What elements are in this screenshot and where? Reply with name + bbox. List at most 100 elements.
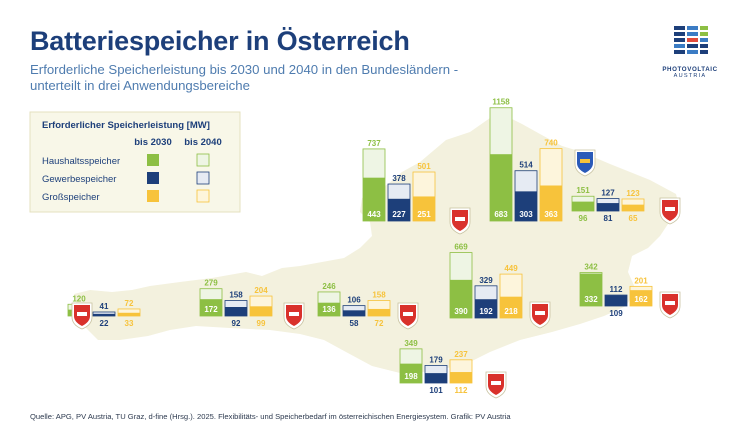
bar-tirol-household-2030 <box>200 299 222 316</box>
bar-steiermark-commercial-2030 <box>475 299 497 318</box>
label-kaernten-grid-2030: 112 <box>455 386 468 395</box>
legend-row-household: Haushaltsspeicher <box>42 156 120 167</box>
burgenland-coat-of-arms-icon <box>659 291 681 319</box>
region-tirol: 279 172 158 92 204 99 <box>199 279 273 328</box>
chart-title: Batteriespeicher in Österreich <box>30 26 410 56</box>
label-burgenland-grid-2030: 162 <box>634 295 648 304</box>
chart-subtitle-line-1: Erforderliche Speicherleistung bis 2030 … <box>30 62 459 77</box>
legend-col-2040: bis 2040 <box>184 137 222 148</box>
label-wien-household-2040: 151 <box>576 186 590 195</box>
legend-swatch-household-2030 <box>147 154 159 166</box>
label-steiermark-household-2030: 390 <box>454 307 468 316</box>
kaernten-coat-of-arms-icon <box>485 371 507 399</box>
label-burgenland-household-2040: 342 <box>584 263 598 272</box>
legend-swatch-grid-2030 <box>147 190 159 202</box>
label-niederoesterreich-household-2040: 1158 <box>492 98 510 107</box>
bar-wien-household-2030 <box>572 201 594 211</box>
vorarlberg-coat-of-arms-icon <box>71 302 93 330</box>
label-niederoesterreich-commercial-2040: 514 <box>519 161 533 170</box>
label-vorarlberg-grid-2040: 72 <box>125 299 134 308</box>
legend-col-2030: bis 2030 <box>134 137 172 148</box>
label-wien-commercial-2030: 81 <box>604 214 613 223</box>
region-niederoesterreich: 1158 683 514 303 740 363 <box>489 98 563 222</box>
label-oberoesterreich-commercial-2040: 378 <box>392 174 406 183</box>
label-oberoesterreich-household-2030: 443 <box>367 210 381 219</box>
bar-vorarlberg-grid-2030 <box>118 312 140 316</box>
bar-oberoesterreich-household-2030 <box>363 177 385 221</box>
source-label: Quelle: <box>30 412 55 421</box>
bar-salzburg-commercial-2030 <box>343 310 365 316</box>
label-burgenland-household-2030: 332 <box>584 295 598 304</box>
legend-swatch-commercial-2040 <box>196 171 210 185</box>
bar-niederoesterreich-grid-2030 <box>540 185 562 221</box>
label-kaernten-commercial-2030: 101 <box>429 386 443 395</box>
legend-row-commercial: Gewerbespeicher <box>42 174 116 185</box>
wien-coat-of-arms-icon <box>659 197 681 225</box>
label-oberoesterreich-commercial-2030: 227 <box>392 210 406 219</box>
label-tirol-grid-2040: 204 <box>254 286 268 295</box>
legend-title: Erforderlicher Speicherleistung [MW] <box>42 120 210 131</box>
label-steiermark-household-2040: 669 <box>454 243 468 252</box>
bar-wien-grid-2030 <box>622 204 644 211</box>
region-burgenland: 342 332 112 109 201 162 <box>579 263 653 318</box>
label-burgenland-commercial-2030: 109 <box>609 309 623 318</box>
label-niederoesterreich-grid-2040: 740 <box>544 139 558 148</box>
oberoesterreich-coat-of-arms-icon <box>449 207 471 235</box>
bar-steiermark-household-2030 <box>450 279 472 318</box>
legend-swatch-household-2040 <box>196 153 210 167</box>
legend-row-grid: Großspeicher <box>42 192 100 203</box>
label-tirol-grid-2030: 99 <box>257 319 266 328</box>
bar-burgenland-household-2030 <box>580 273 602 306</box>
label-steiermark-commercial-2040: 329 <box>479 276 493 285</box>
source-text: APG, PV Austria, TU Graz, d-fine (Hrsg.)… <box>55 412 511 421</box>
label-vorarlberg-commercial-2040: 41 <box>100 302 109 311</box>
steiermark-coat-of-arms-icon <box>529 301 551 329</box>
bar-tirol-commercial-2030 <box>225 307 247 316</box>
label-wien-grid-2030: 65 <box>629 214 638 223</box>
label-burgenland-commercial-2040: 112 <box>610 285 623 294</box>
label-tirol-household-2030: 172 <box>204 305 218 314</box>
label-vorarlberg-grid-2030: 33 <box>125 319 134 328</box>
logo-text-line-2: AUSTRIA <box>673 73 707 79</box>
bar-burgenland-commercial-2030 <box>605 295 627 306</box>
legend-swatch-commercial-2030 <box>147 172 159 184</box>
bar-kaernten-grid-2030 <box>450 372 472 383</box>
label-tirol-commercial-2040: 158 <box>229 291 243 300</box>
label-wien-grid-2040: 123 <box>626 189 640 198</box>
bar-wien-commercial-2030 <box>597 203 619 211</box>
label-wien-household-2030: 96 <box>579 214 588 223</box>
photovoltaic-austria-logo: PHOTOVOLTAIC AUSTRIA <box>660 22 720 80</box>
bar-tirol-grid-2030 <box>250 306 272 316</box>
region-steiermark: 669 390 329 192 449 218 <box>449 243 523 319</box>
label-steiermark-grid-2040: 449 <box>504 264 518 273</box>
label-burgenland-grid-2040: 201 <box>634 276 648 285</box>
label-salzburg-grid-2030: 72 <box>375 319 384 328</box>
label-niederoesterreich-grid-2030: 363 <box>544 210 558 219</box>
label-vorarlberg-household-2040: 120 <box>72 294 86 303</box>
label-tirol-household-2040: 279 <box>204 279 218 288</box>
logo-text-line-1: PHOTOVOLTAIC <box>662 66 718 73</box>
label-kaernten-commercial-2040: 179 <box>429 355 443 364</box>
legend-swatch-grid-2040 <box>196 189 210 203</box>
region-kaernten: 349 198 179 101 237 112 <box>399 339 473 395</box>
label-oberoesterreich-household-2040: 737 <box>367 139 381 148</box>
label-kaernten-household-2030: 198 <box>404 372 418 381</box>
niederoesterreich-coat-of-arms-icon <box>574 149 596 177</box>
bar-burgenland-grid-2030 <box>630 290 652 306</box>
region-wien: 151 96 127 81 123 65 <box>571 186 645 223</box>
bar-niederoesterreich-household-2030 <box>490 154 512 221</box>
label-salzburg-household-2030: 136 <box>322 305 336 314</box>
label-salzburg-commercial-2030: 58 <box>350 319 359 328</box>
label-salzburg-household-2040: 246 <box>322 282 336 291</box>
bar-kaernten-household-2030 <box>400 363 422 383</box>
label-niederoesterreich-household-2030: 683 <box>494 210 508 219</box>
bar-kaernten-commercial-2030 <box>425 373 447 383</box>
label-salzburg-commercial-2040: 106 <box>347 296 361 305</box>
label-wien-commercial-2040: 127 <box>601 189 615 198</box>
label-niederoesterreich-commercial-2030: 303 <box>519 210 533 219</box>
bar-oberoesterreich-commercial-2030 <box>388 198 410 221</box>
label-oberoesterreich-grid-2030: 251 <box>417 210 431 219</box>
pv-austria-logo-icon <box>674 26 708 54</box>
legend: Erforderlicher Speicherleistung [MW] bis… <box>29 111 241 213</box>
